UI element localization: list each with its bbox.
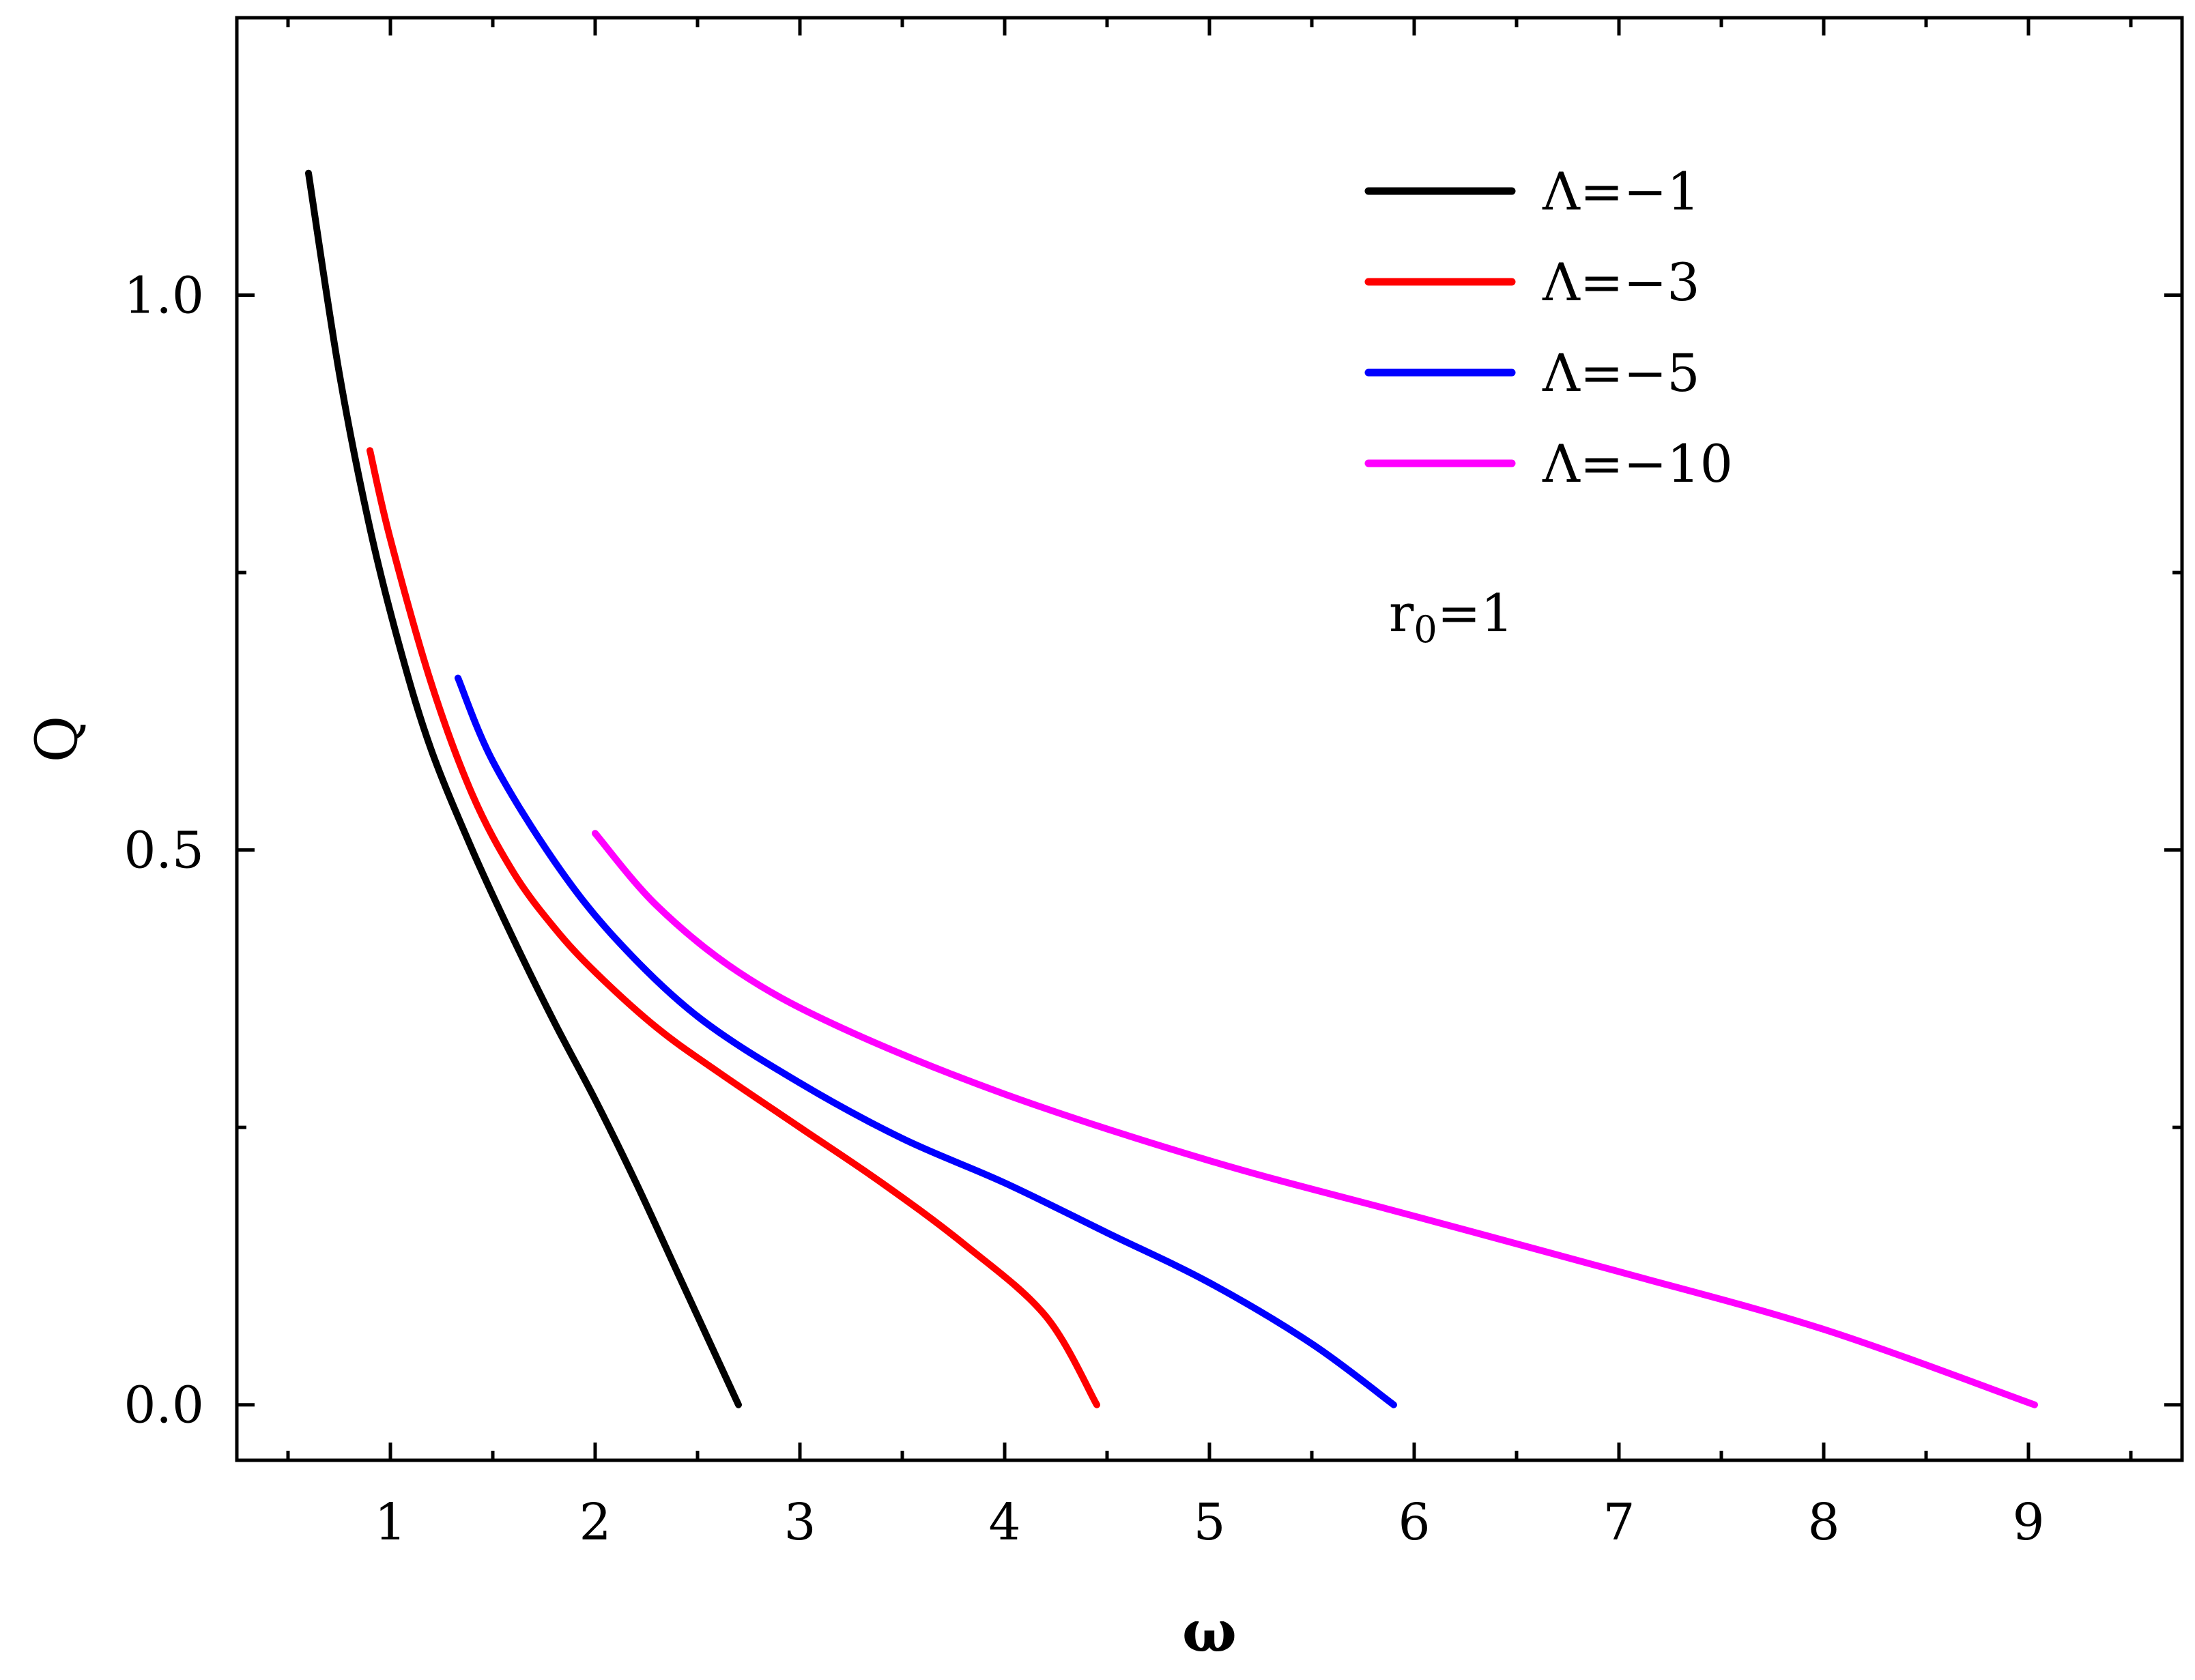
- x-tick-label: 2: [579, 1493, 611, 1552]
- axes-layer: 1 2 3 4 5 6 7 8 9 0.0 0.5 1.0: [124, 16, 2184, 1552]
- annotation-main: r: [1389, 583, 1414, 643]
- legend-label-2: Λ=−3: [1542, 252, 1700, 313]
- series-line-4: [592, 830, 2038, 1408]
- x-tick-label: 6: [1398, 1493, 1430, 1552]
- y-tick-label: 0.5: [124, 822, 204, 880]
- y-tick-label: 1.0: [124, 267, 204, 325]
- x-axis-title: ω: [1182, 1597, 1237, 1665]
- x-tick-label: 1: [374, 1493, 406, 1552]
- series-line-1: [305, 169, 742, 1408]
- annotation-subscript: 0: [1414, 608, 1437, 651]
- series-layer: [305, 169, 2038, 1408]
- x-tick-label: 9: [2012, 1493, 2044, 1552]
- x-tick-label: 5: [1193, 1493, 1225, 1552]
- x-tick-label: 8: [1807, 1493, 1839, 1552]
- legend-label-1: Λ=−1: [1542, 161, 1700, 222]
- legend-label-3: Λ=−5: [1542, 343, 1700, 403]
- legend-label-4: Λ=−10: [1542, 433, 1733, 494]
- x-tick-label: 4: [988, 1493, 1020, 1552]
- y-axis-title: Q: [23, 716, 90, 763]
- x-tick-label: 7: [1603, 1493, 1635, 1552]
- y-tick-label: 0.0: [124, 1376, 204, 1435]
- legend: Λ=−1 Λ=−3 Λ=−5 Λ=−10: [1364, 161, 1733, 494]
- plot-frame: [235, 16, 2184, 1462]
- annotation-suffix: =1: [1437, 583, 1514, 643]
- series-line-2: [367, 447, 1100, 1408]
- series-line-3: [455, 674, 1397, 1408]
- x-tick-label: 3: [784, 1493, 816, 1552]
- r0-annotation: r0=1: [1389, 583, 1514, 651]
